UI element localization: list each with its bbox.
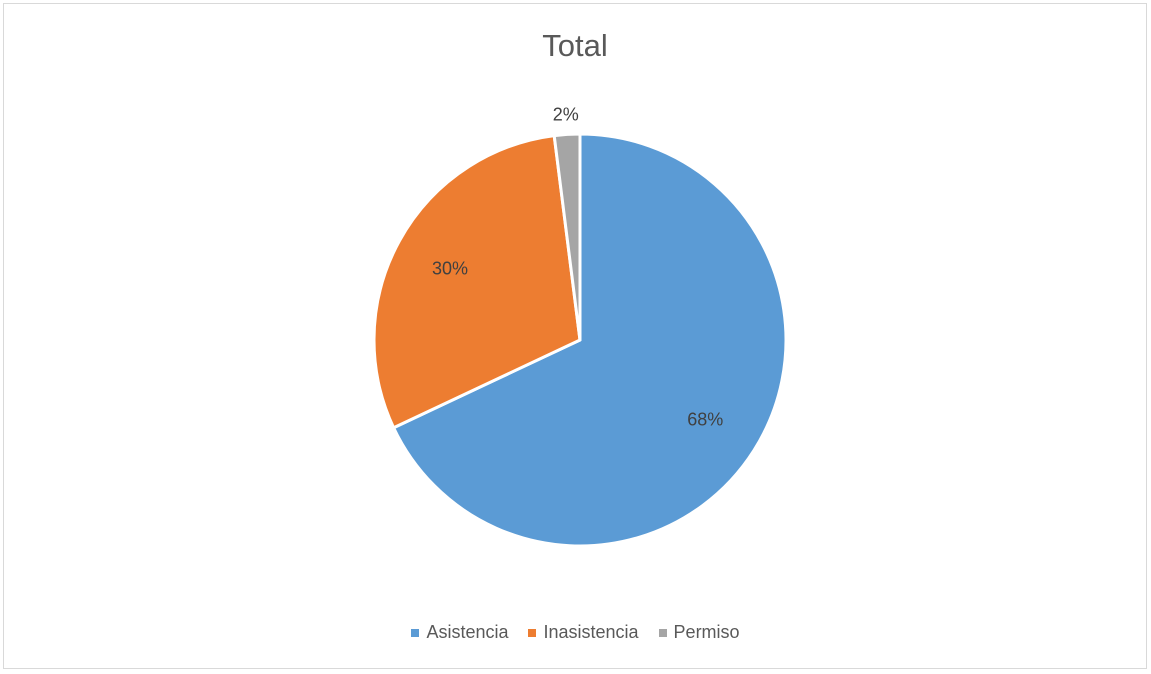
chart-title: Total [542,28,608,63]
chart-legend: Asistencia Inasistencia Permiso [0,622,1151,643]
legend-item-inasistencia: Inasistencia [528,622,639,643]
legend-swatch [528,628,537,637]
legend-label: Permiso [673,622,740,642]
pie-slice-permiso [552,132,582,342]
legend-item-permiso: Permiso [658,622,740,643]
data-label-permiso: 2% [553,104,579,124]
legend-label: Inasistencia [543,622,639,642]
legend-swatch [411,628,420,637]
data-label-asistencia: 68% [687,409,723,429]
legend-swatch [658,628,667,637]
pie-slice-inasistencia [372,134,582,430]
legend-label: Asistencia [426,622,509,642]
legend-item-asistencia: Asistencia [411,622,508,643]
data-label-inasistencia: 30% [432,259,468,279]
pie-slice-asistencia [392,132,788,548]
